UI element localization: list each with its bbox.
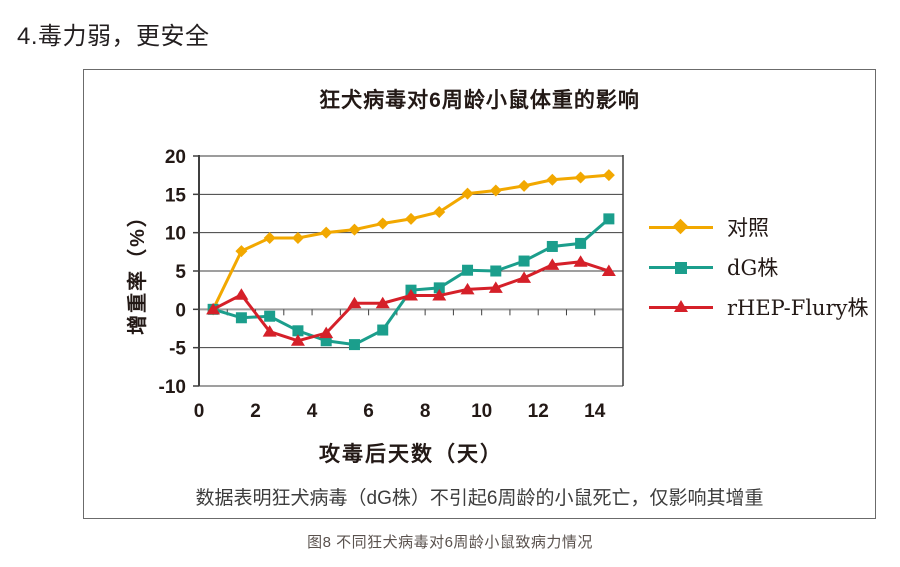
diamond-marker-icon <box>291 232 304 245</box>
legend-item-dg: dG株 <box>649 254 868 280</box>
triangle-marker-icon <box>517 271 532 283</box>
x-axis-title: 攻毒后天数（天） <box>319 443 503 466</box>
legend-label-dg: dG株 <box>727 256 779 280</box>
diamond-marker-icon <box>672 218 689 235</box>
triangle-marker-icon <box>347 296 362 309</box>
chart-title: 狂犬病毒对6周龄小鼠体重的影响 <box>319 89 640 112</box>
square-marker-icon <box>490 265 502 277</box>
triangle-marker-icon <box>674 300 688 312</box>
legend-swatch-dg <box>649 259 713 275</box>
y-tick-label: 0 <box>175 300 186 321</box>
triangle-marker-icon <box>375 296 390 309</box>
diamond-marker-icon <box>574 171 587 184</box>
diamond-marker-icon <box>263 232 276 245</box>
x-tick-label: 2 <box>250 401 261 422</box>
diamond-marker-icon <box>376 217 389 230</box>
diamond-marker-icon <box>489 184 502 197</box>
triangle-marker-icon <box>488 281 503 293</box>
square-marker-icon <box>603 213 615 225</box>
y-tick-label: -10 <box>159 377 186 398</box>
figure-caption: 图8 不同狂犬病毒对6周龄小鼠致病力情况 <box>307 534 593 551</box>
triangle-marker-icon <box>290 334 305 346</box>
triangle-marker-icon <box>234 288 249 300</box>
x-tick-label: 6 <box>363 401 374 422</box>
y-tick-label: 15 <box>165 185 187 206</box>
legend-label-rhep: rHEP-Flury株 <box>727 296 869 320</box>
y-tick-label: -5 <box>169 339 186 360</box>
square-marker-icon <box>575 237 587 249</box>
x-tick-label: 12 <box>528 401 549 422</box>
triangle-marker-icon <box>319 326 334 339</box>
triangle-marker-icon <box>206 302 221 315</box>
x-tick-label: 4 <box>307 401 318 422</box>
y-tick-label: 20 <box>165 147 186 168</box>
triangle-marker-icon <box>262 325 277 337</box>
page-heading: 4.毒力弱，更安全 <box>17 23 210 50</box>
diamond-marker-icon <box>461 187 474 200</box>
triangle-marker-icon <box>432 289 447 301</box>
square-marker-icon <box>518 255 530 267</box>
chart-legend: 对照 dG株 rHEP-Flury株 <box>649 214 868 320</box>
diamond-marker-icon <box>235 245 248 258</box>
y-tick-label: 5 <box>175 262 186 283</box>
y-axis-title: 增重率（%） <box>127 205 149 335</box>
x-tick-label: 0 <box>194 401 205 422</box>
legend-swatch-control <box>649 218 713 235</box>
square-marker-icon <box>292 325 304 337</box>
square-marker-icon <box>264 310 276 322</box>
diamond-marker-icon <box>546 173 559 186</box>
diamond-marker-icon <box>320 226 333 239</box>
square-marker-icon <box>348 339 360 351</box>
square-marker-icon <box>462 264 474 276</box>
x-tick-label: 10 <box>471 401 492 422</box>
diamond-marker-icon <box>518 179 531 192</box>
x-tick-label: 14 <box>584 401 606 422</box>
square-marker-icon <box>377 324 389 336</box>
diamond-marker-icon <box>433 205 446 218</box>
square-marker-icon <box>320 335 332 347</box>
x-tick-label: 8 <box>420 401 431 422</box>
chart-note: 数据表明狂犬病毒（dG株）不引起6周龄的小鼠死亡，仅影响其增重 <box>195 488 764 509</box>
square-marker-icon <box>675 261 687 274</box>
square-marker-icon <box>546 240 558 252</box>
series-line-2 <box>212 260 610 343</box>
triangle-marker-icon <box>404 289 418 301</box>
y-tick-label: 10 <box>165 224 186 245</box>
square-marker-icon <box>433 282 445 294</box>
diamond-marker-icon <box>348 223 361 236</box>
legend-label-control: 对照 <box>727 216 769 240</box>
triangle-marker-icon <box>601 264 616 276</box>
legend-swatch-rhep <box>649 299 713 315</box>
legend-item-rhep: rHEP-Flury株 <box>649 294 868 320</box>
triangle-marker-icon <box>545 258 560 270</box>
triangle-marker-icon <box>460 282 475 295</box>
triangle-marker-icon <box>573 255 588 267</box>
line-chart-plot: 20 15 10 5 0 -5 -10 0 2 4 6 8 10 12 14 <box>159 147 624 422</box>
diamond-marker-icon <box>405 212 417 225</box>
square-marker-icon <box>235 312 247 324</box>
diamond-marker-icon <box>602 169 615 182</box>
legend-item-control: 对照 <box>649 214 868 240</box>
chart-panel: 狂犬病毒对6周龄小鼠体重的影响 20 15 10 5 0 -5 -10 0 2 4 6 8 10 12 14… <box>83 69 876 519</box>
